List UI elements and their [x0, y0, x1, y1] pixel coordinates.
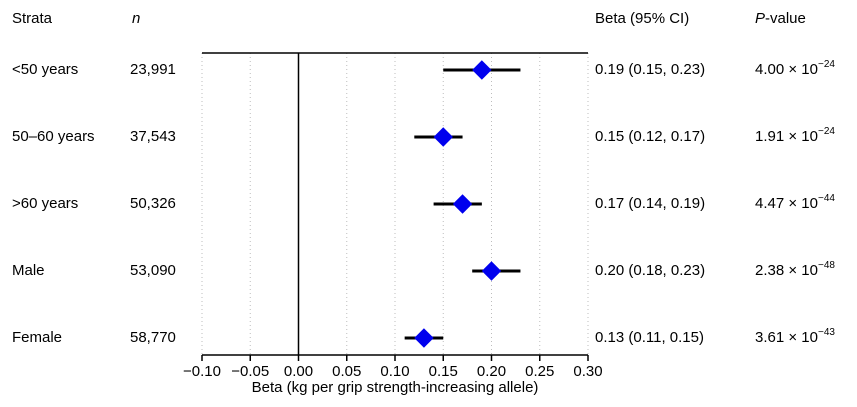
x-axis-label: Beta (kg per grip strength-increasing al…: [252, 379, 539, 396]
p-value-mantissa: 1.91 × 10: [755, 128, 818, 145]
point-estimate: [433, 127, 453, 147]
p-value-mantissa: 3.61 × 10: [755, 329, 818, 346]
x-tick-label: −0.10: [183, 363, 221, 380]
p-value: 1.91 × 10−24: [755, 126, 835, 145]
header-strata: Strata: [12, 10, 53, 27]
n-value: 23,991: [130, 61, 176, 78]
beta-ci-value: 0.13 (0.11, 0.15): [595, 329, 704, 346]
beta-ci-value: 0.19 (0.15, 0.23): [595, 61, 706, 78]
stratum-label: <50 years: [12, 61, 79, 78]
stratum-label: Male: [12, 262, 45, 279]
p-value-exponent: −24: [817, 126, 835, 137]
p-value: 4.47 × 10−44: [755, 193, 835, 212]
x-tick-label: 0.20: [477, 363, 506, 380]
p-value-mantissa: 2.38 × 10: [755, 262, 818, 279]
point-estimate: [472, 60, 492, 80]
header-p-suffix: -value: [765, 10, 806, 27]
beta-ci-value: 0.20 (0.18, 0.23): [595, 262, 706, 279]
x-tick-label: −0.05: [231, 363, 269, 380]
x-tick-label: 0.00: [284, 363, 313, 380]
header-n: n: [132, 10, 141, 27]
x-tick-label: 0.25: [525, 363, 554, 380]
stratum-label: 50–60 years: [12, 128, 95, 145]
header-p-letter: P: [755, 10, 766, 27]
point-estimate: [452, 194, 473, 214]
p-value-mantissa: 4.47 × 10: [755, 195, 818, 212]
x-tick-label: 0.05: [332, 363, 361, 380]
point-estimate: [414, 328, 434, 348]
stratum-label: >60 years: [12, 195, 79, 212]
p-value-exponent: −48: [817, 260, 835, 271]
p-value-exponent: −43: [817, 327, 835, 338]
x-tick-label: 0.30: [573, 363, 602, 380]
n-value: 58,770: [130, 329, 176, 346]
p-value-exponent: −24: [817, 59, 835, 70]
beta-ci-value: 0.17 (0.14, 0.19): [595, 195, 706, 212]
n-value: 50,326: [130, 195, 176, 212]
n-value: 53,090: [130, 262, 176, 279]
p-value: 3.61 × 10−43: [755, 327, 835, 346]
p-value-exponent: −44: [817, 193, 835, 204]
stratum-label: Female: [12, 329, 63, 346]
n-value: 37,543: [130, 128, 176, 145]
header-beta-ci: Beta (95% CI): [595, 10, 690, 27]
x-tick-label: 0.15: [429, 363, 458, 380]
p-value-mantissa: 4.00 × 10: [755, 61, 818, 78]
p-value: 2.38 × 10−48: [755, 260, 835, 279]
p-value: 4.00 × 10−24: [755, 59, 835, 78]
beta-ci-value: 0.15 (0.12, 0.17): [595, 128, 706, 145]
x-tick-label: 0.10: [380, 363, 409, 380]
point-estimate: [481, 261, 502, 281]
header-p-value: P-value: [755, 11, 806, 26]
